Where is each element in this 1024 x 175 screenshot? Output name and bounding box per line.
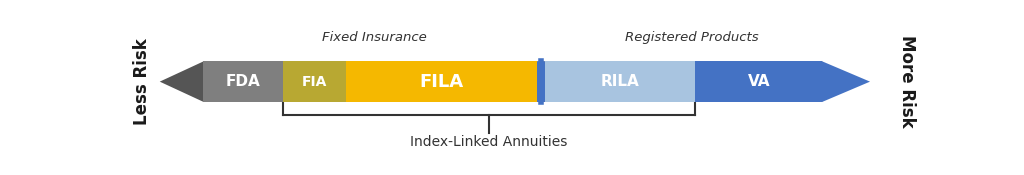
Text: Less Risk: Less Risk (133, 38, 152, 125)
Polygon shape (160, 61, 822, 102)
Text: FILA: FILA (420, 73, 464, 91)
Text: Registered Products: Registered Products (625, 31, 758, 44)
Text: RILA: RILA (601, 74, 639, 89)
Polygon shape (204, 61, 870, 102)
FancyBboxPatch shape (695, 61, 822, 102)
FancyBboxPatch shape (346, 61, 537, 102)
Text: FDA: FDA (225, 74, 260, 89)
Text: More Risk: More Risk (898, 35, 916, 128)
FancyBboxPatch shape (545, 61, 695, 102)
FancyBboxPatch shape (283, 61, 346, 102)
Text: FIA: FIA (302, 75, 328, 89)
Text: Fixed Insurance: Fixed Insurance (322, 31, 426, 44)
Text: VA: VA (748, 74, 770, 89)
Text: Index-Linked Annuities: Index-Linked Annuities (411, 135, 567, 149)
FancyBboxPatch shape (204, 61, 283, 102)
